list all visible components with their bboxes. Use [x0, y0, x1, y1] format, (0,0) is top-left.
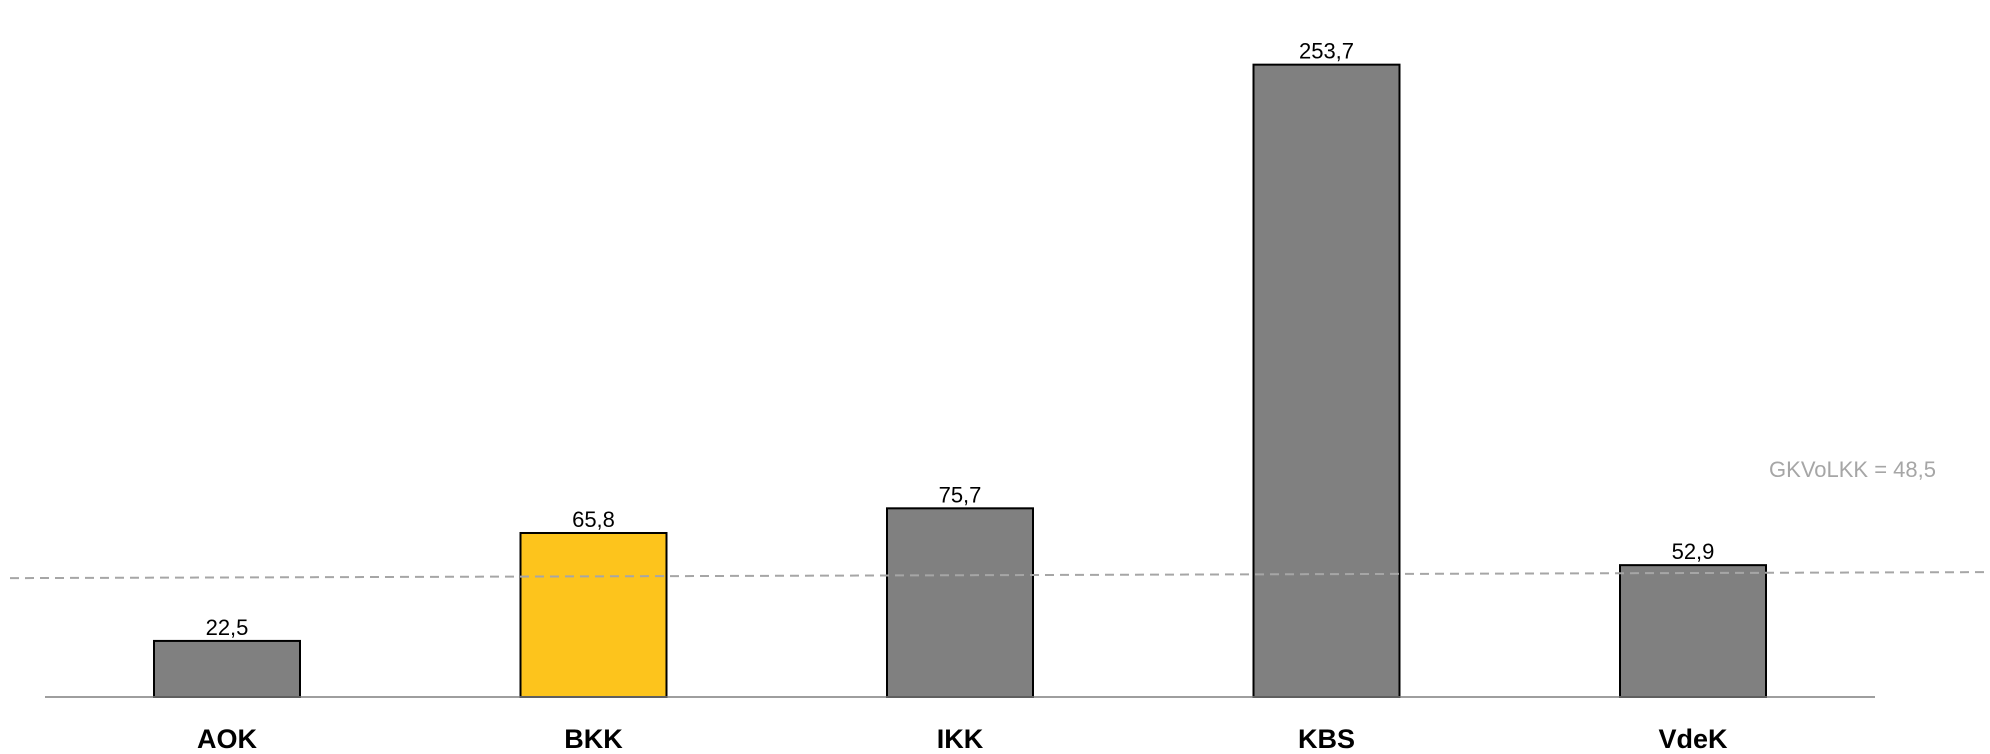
- bar-vdek: [1619, 564, 1767, 699]
- value-label-vdek: 52,9: [1672, 539, 1715, 564]
- bar-aok: [153, 639, 301, 699]
- category-label-bkk: BKK: [564, 724, 623, 754]
- bar-ikk: [886, 507, 1034, 699]
- category-label-aok: AOK: [197, 724, 258, 754]
- value-label-bkk: 65,8: [572, 507, 615, 532]
- bar-kbs: [1252, 63, 1401, 698]
- category-label-vdek: VdeK: [1658, 724, 1728, 754]
- labels-layer: 22,5 AOK 65,8 BKK 75,7 IKK 253,7 KBS 52,9 VdeK: [197, 39, 1728, 754]
- value-label-ikk: 75,7: [939, 482, 982, 507]
- value-label-kbs: 253,7: [1299, 39, 1354, 64]
- category-label-ikk: IKK: [937, 724, 984, 754]
- reference-line-label: GKVoLKK = 48,5: [1769, 457, 1936, 482]
- reference-line: [9, 571, 1990, 580]
- bars-layer: [153, 63, 1767, 699]
- category-label-kbs: KBS: [1298, 724, 1355, 754]
- bar-bkk: [519, 531, 668, 699]
- value-label-aok: 22,5: [206, 615, 249, 640]
